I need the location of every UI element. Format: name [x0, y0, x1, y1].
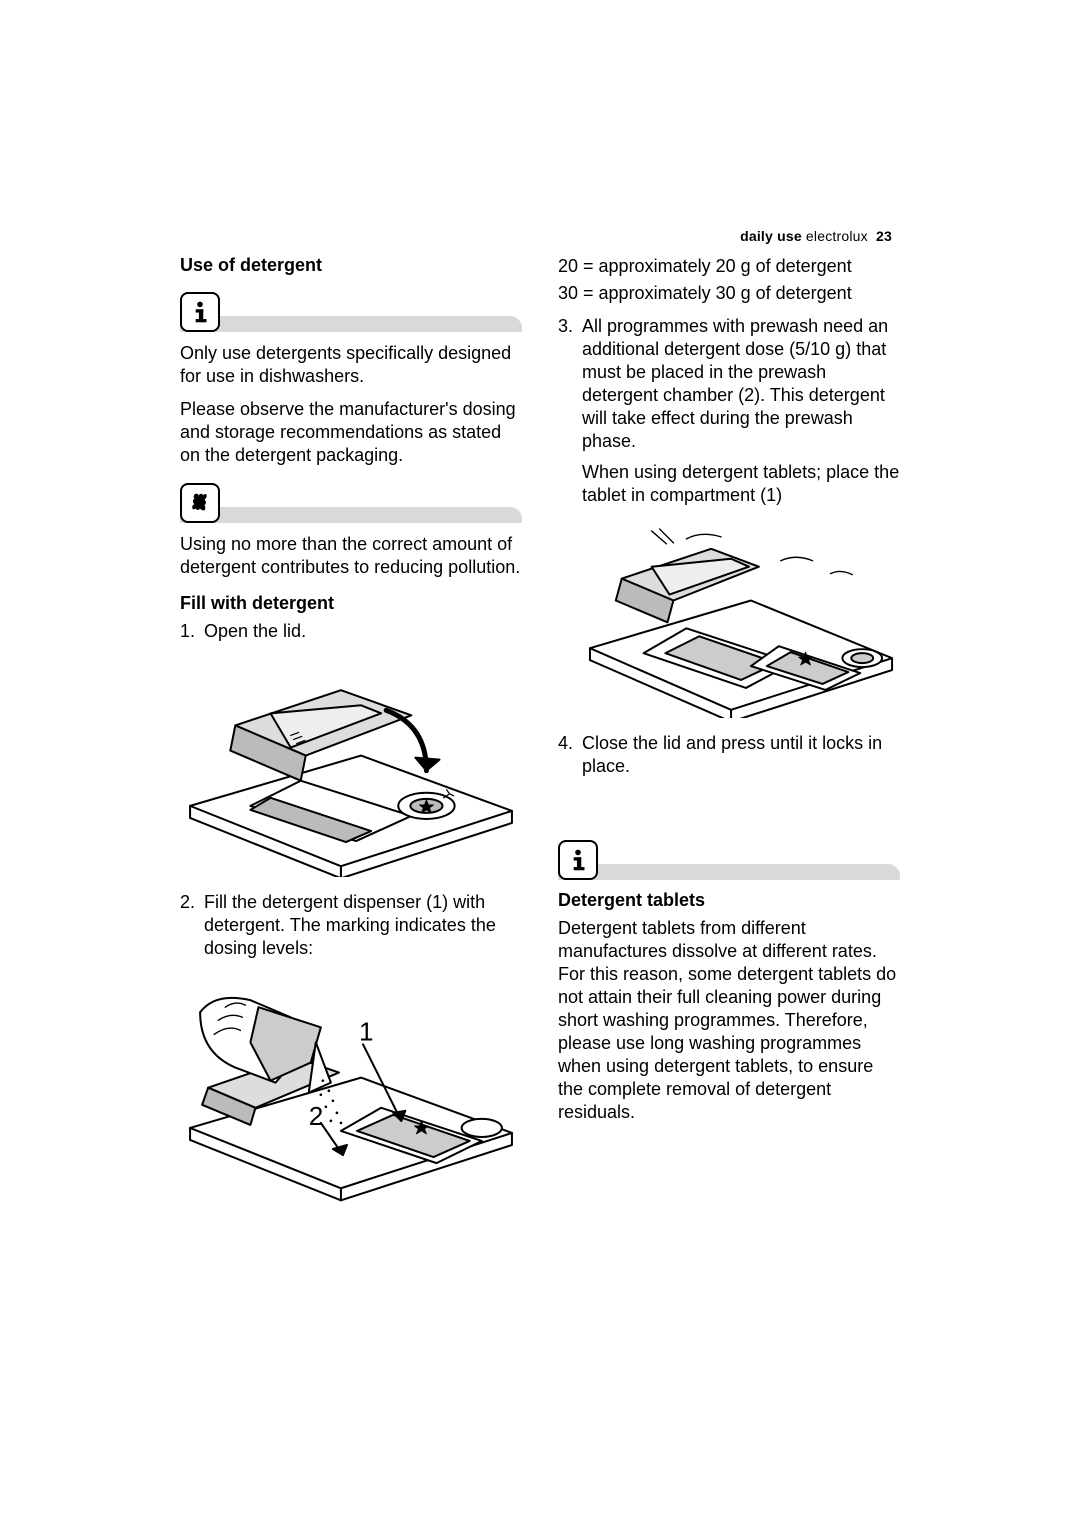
eco-icon-svg — [187, 490, 213, 516]
header-page: 23 — [876, 228, 892, 244]
info-banner-2 — [558, 834, 900, 880]
eco-banner — [180, 477, 522, 523]
detergent-tablets-title: Detergent tablets — [558, 890, 900, 911]
info1-paragraph-2: Please observe the manufacturer's dosing… — [180, 398, 522, 467]
right-steps-2: 4. Close the lid and press until it lock… — [558, 732, 900, 778]
spacer — [558, 786, 900, 826]
info-icon-svg — [187, 299, 213, 325]
fig2-label-2: 2 — [309, 1101, 324, 1131]
step-2: 2. Fill the detergent dispenser (1) with… — [180, 891, 522, 960]
step-text: All programmes with prewash need an addi… — [582, 316, 888, 451]
left-column: Use of detergent Only use detergents spe… — [180, 255, 522, 1217]
info-icon — [180, 292, 220, 332]
step-num: 1. — [180, 620, 195, 643]
eco-banner-bg — [180, 507, 522, 523]
dose-30: 30 = approximately 30 g of detergent — [558, 282, 900, 305]
detergent-tablets-body: Detergent tablets from different manufac… — [558, 917, 900, 1124]
info-banner-1 — [180, 286, 522, 332]
step-text: Open the lid. — [204, 621, 306, 641]
fill-steps-2: 2. Fill the detergent dispenser (1) with… — [180, 891, 522, 960]
step-1: 1. Open the lid. — [180, 620, 522, 643]
step-text: Fill the detergent dispenser (1) with de… — [204, 892, 496, 958]
manual-page: daily use electrolux 23 Use of detergent… — [0, 0, 1080, 1528]
two-column-layout: Use of detergent Only use detergents spe… — [180, 255, 900, 1217]
info-icon-svg — [565, 847, 591, 873]
right-steps: 3. All programmes with prewash need an a… — [558, 315, 900, 453]
dose-20: 20 = approximately 20 g of detergent — [558, 255, 900, 278]
info-banner-bg — [558, 864, 900, 880]
info-banner-bg — [180, 316, 522, 332]
eco-paragraph: Using no more than the correct amount of… — [180, 533, 522, 579]
figure-open-lid-svg — [180, 655, 522, 876]
figure-fill-svg: 1 2 — [180, 972, 522, 1203]
figure-dispenser-open — [558, 519, 900, 718]
fill-with-detergent-title: Fill with detergent — [180, 593, 522, 614]
step-4: 4. Close the lid and press until it lock… — [558, 732, 900, 778]
use-of-detergent-title: Use of detergent — [180, 255, 522, 276]
figure-open-lid — [180, 655, 522, 876]
step-text: Close the lid and press until it locks i… — [582, 733, 882, 776]
info-icon — [558, 840, 598, 880]
fill-steps: 1. Open the lid. — [180, 620, 522, 643]
right-column: 20 = approximately 20 g of detergent 30 … — [558, 255, 900, 1217]
step-num: 4. — [558, 732, 573, 755]
fig2-label-1: 1 — [359, 1016, 374, 1046]
figure-fill-dispenser: 1 2 — [180, 972, 522, 1203]
step-num: 3. — [558, 315, 573, 338]
header-section: daily use — [740, 228, 802, 244]
running-header: daily use electrolux 23 — [740, 228, 892, 244]
tablet-placement-note: When using detergent tablets; place the … — [558, 461, 900, 507]
eco-icon — [180, 483, 220, 523]
header-brand: electrolux — [806, 228, 868, 244]
figure-dispenser-svg — [582, 519, 900, 718]
info1-paragraph-1: Only use detergents specifically designe… — [180, 342, 522, 388]
step-3: 3. All programmes with prewash need an a… — [558, 315, 900, 453]
step-num: 2. — [180, 891, 195, 914]
